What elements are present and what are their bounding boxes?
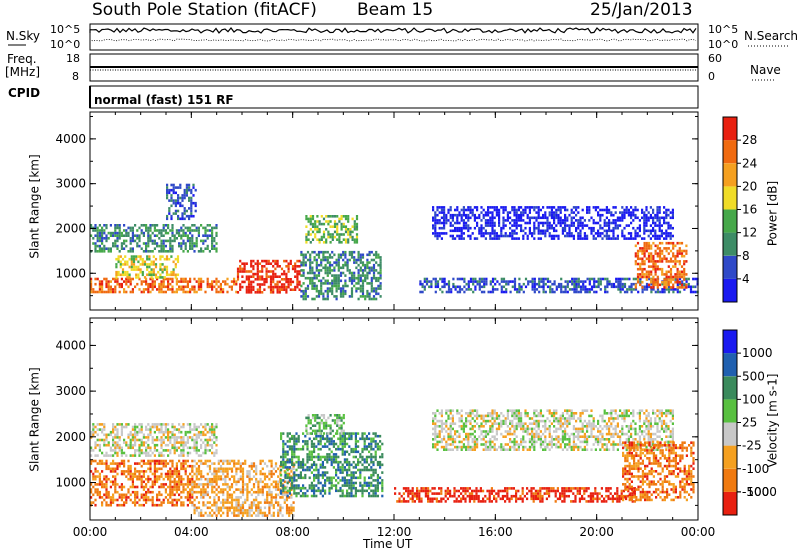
power-colorbar-seg-0 xyxy=(723,278,737,302)
nsky-tick-top: 10^5 xyxy=(50,23,81,36)
nsearch-tick-bottom: 10^0 xyxy=(708,38,739,51)
velocity-colorbar-seg-6 xyxy=(723,353,737,377)
power-colorbar-seg-6 xyxy=(723,140,737,164)
freq-label-line2: [MHz] xyxy=(5,65,41,79)
velocity-xtick-label-5: 20:00 xyxy=(579,525,614,539)
freq-label-line1: Freq. xyxy=(7,52,37,66)
velocity-region-0 xyxy=(90,459,194,507)
power-region-3 xyxy=(166,183,197,221)
velocity-ytick-label-0: 1000 xyxy=(55,476,86,490)
velocity-cbtick-label-7: -1000 xyxy=(742,485,777,499)
cpid-value: normal (fast) 151 RF xyxy=(94,93,234,107)
power-cbtick-label-3: 16 xyxy=(742,203,757,217)
nsky-strip-frame xyxy=(89,23,699,51)
power-ytick-label-2: 3000 xyxy=(55,177,86,191)
power-colorbar-seg-5 xyxy=(723,163,737,187)
beam-label: Beam 15 xyxy=(357,0,434,20)
power-region-7 xyxy=(419,277,699,294)
nave-tick-bottom: 0 xyxy=(708,70,715,83)
nsearch-tick-top: 10^5 xyxy=(708,23,739,36)
velocity-ytick-label-1: 2000 xyxy=(55,430,86,444)
nsearch-trace xyxy=(89,38,697,42)
velocity-cbtick-label-5: -100 xyxy=(742,462,769,476)
velocity-colorbar-seg-0 xyxy=(723,491,737,515)
velocity-region-1 xyxy=(90,423,218,457)
nsky-tick-bottom: 10^0 xyxy=(50,38,81,51)
nsearch-label: N.Search xyxy=(744,29,799,43)
power-region-5 xyxy=(300,250,382,301)
velocity-region-3 xyxy=(280,432,384,498)
velocity-ytick-label-2: 3000 xyxy=(55,384,86,398)
nave-tick-top: 60 xyxy=(708,52,722,65)
velocity-colorbar-seg-5 xyxy=(723,376,737,400)
power-ytick-label-1: 2000 xyxy=(55,221,86,235)
velocity-xtick-label-4: 16:00 xyxy=(478,525,513,539)
velocity-region-7 xyxy=(622,441,695,502)
power-ytick-label-0: 1000 xyxy=(55,266,86,280)
velocity-region-4 xyxy=(305,414,345,435)
velocity-cbtick-label-3: 25 xyxy=(742,416,757,430)
power-cbtick-label-0: 4 xyxy=(742,272,750,286)
power-region-1 xyxy=(115,255,180,279)
freq-tick-bottom: 8 xyxy=(72,70,79,83)
velocity-ytick-label-3: 4000 xyxy=(55,338,86,352)
velocity-cbtick-label-2: 100 xyxy=(742,392,765,406)
velocity-colorbar-seg-2 xyxy=(723,445,737,469)
power-region-8 xyxy=(432,206,674,240)
velocity-xtick-label-6: 00:00 xyxy=(681,525,716,539)
power-cbtick-label-4: 20 xyxy=(742,179,757,193)
nave-label: Nave xyxy=(750,63,781,77)
xaxis-title: Time UT xyxy=(363,537,413,551)
freq-tick-top: 18 xyxy=(66,52,80,65)
cpid-label: CPID xyxy=(8,86,41,100)
velocity-cbtick-label-1: 500 xyxy=(742,369,765,383)
power-colorbar-seg-7 xyxy=(723,117,737,141)
power-cbtick-label-6: 28 xyxy=(742,133,757,147)
velocity-xtick-label-1: 04:00 xyxy=(174,525,209,539)
power-region-4 xyxy=(236,259,301,294)
power-colorbar-seg-4 xyxy=(723,186,737,210)
velocity-region-2 xyxy=(191,459,295,517)
power-region-9 xyxy=(634,241,688,289)
velocity-cbtick-label-6: -500 xyxy=(742,485,769,499)
power-ytick-label-3: 4000 xyxy=(55,132,86,146)
cpid-strip-frame xyxy=(89,85,699,109)
velocity-cbtick-label-4: -25 xyxy=(742,439,762,453)
velocity-xtick-label-0: 00:00 xyxy=(73,525,108,539)
date-label: 25/Jan/2013 xyxy=(590,0,693,20)
velocity-cbtick-label-0: 1000 xyxy=(742,346,773,360)
power-cbtick-label-5: 24 xyxy=(742,156,757,170)
velocity-xtick-label-2: 08:00 xyxy=(275,525,310,539)
station-title: South Pole Station (fitACF) xyxy=(92,0,317,20)
velocity-colorbar-seg-4 xyxy=(723,399,737,423)
velocity-colorbar-seg-1 xyxy=(723,468,737,492)
power-colorbar-seg-3 xyxy=(723,209,737,233)
velocity-region-6 xyxy=(432,409,674,451)
nsky-trace xyxy=(89,27,697,34)
power-cbtick-label-2: 12 xyxy=(742,226,757,240)
velocity-colorbar-seg-3 xyxy=(723,422,737,446)
velocity-xtick-label-3: 12:00 xyxy=(377,525,412,539)
power-region-6 xyxy=(305,215,359,244)
power-region-0 xyxy=(90,277,238,294)
power-colorbar-seg-2 xyxy=(723,232,737,256)
power-colorbar-seg-1 xyxy=(723,255,737,279)
power-region-2 xyxy=(90,224,218,253)
velocity-colorbar-seg-7 xyxy=(723,330,737,354)
nsky-label: N.Sky xyxy=(6,29,41,43)
power-cbtick-label-1: 8 xyxy=(742,249,750,263)
